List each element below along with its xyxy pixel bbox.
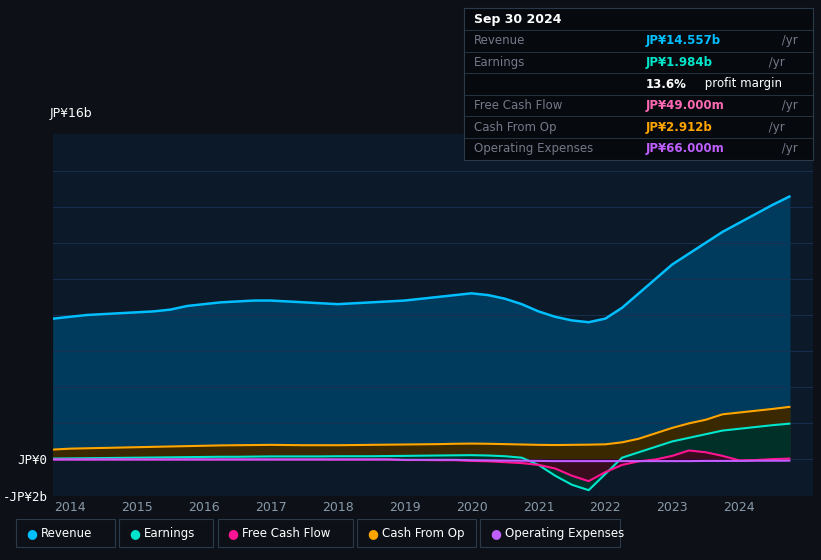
Text: Free Cash Flow: Free Cash Flow <box>242 526 331 540</box>
Text: ●: ● <box>490 526 501 540</box>
Text: Earnings: Earnings <box>144 526 195 540</box>
Text: ●: ● <box>367 526 378 540</box>
Text: /yr: /yr <box>778 142 798 155</box>
Text: Revenue: Revenue <box>41 526 93 540</box>
Text: Revenue: Revenue <box>475 34 525 47</box>
Text: /yr: /yr <box>778 99 798 112</box>
Text: /yr: /yr <box>764 121 784 134</box>
Text: ●: ● <box>26 526 37 540</box>
Text: Operating Expenses: Operating Expenses <box>475 142 594 155</box>
Text: JP¥1.984b: JP¥1.984b <box>645 56 713 69</box>
Text: 13.6%: 13.6% <box>645 77 686 91</box>
Text: Operating Expenses: Operating Expenses <box>505 526 624 540</box>
Text: Cash From Op: Cash From Op <box>475 121 557 134</box>
Text: JP¥2.912b: JP¥2.912b <box>645 121 712 134</box>
Text: ●: ● <box>129 526 140 540</box>
Text: JP¥49.000m: JP¥49.000m <box>645 99 724 112</box>
Text: ●: ● <box>227 526 238 540</box>
Text: Free Cash Flow: Free Cash Flow <box>475 99 562 112</box>
Text: JP¥66.000m: JP¥66.000m <box>645 142 724 155</box>
Text: profit margin: profit margin <box>701 77 782 91</box>
Text: Sep 30 2024: Sep 30 2024 <box>475 13 562 26</box>
Text: Cash From Op: Cash From Op <box>382 526 464 540</box>
Text: Earnings: Earnings <box>475 56 525 69</box>
Text: JP¥16b: JP¥16b <box>49 107 92 120</box>
Text: /yr: /yr <box>764 56 784 69</box>
Text: JP¥14.557b: JP¥14.557b <box>645 34 721 47</box>
Text: /yr: /yr <box>778 34 798 47</box>
